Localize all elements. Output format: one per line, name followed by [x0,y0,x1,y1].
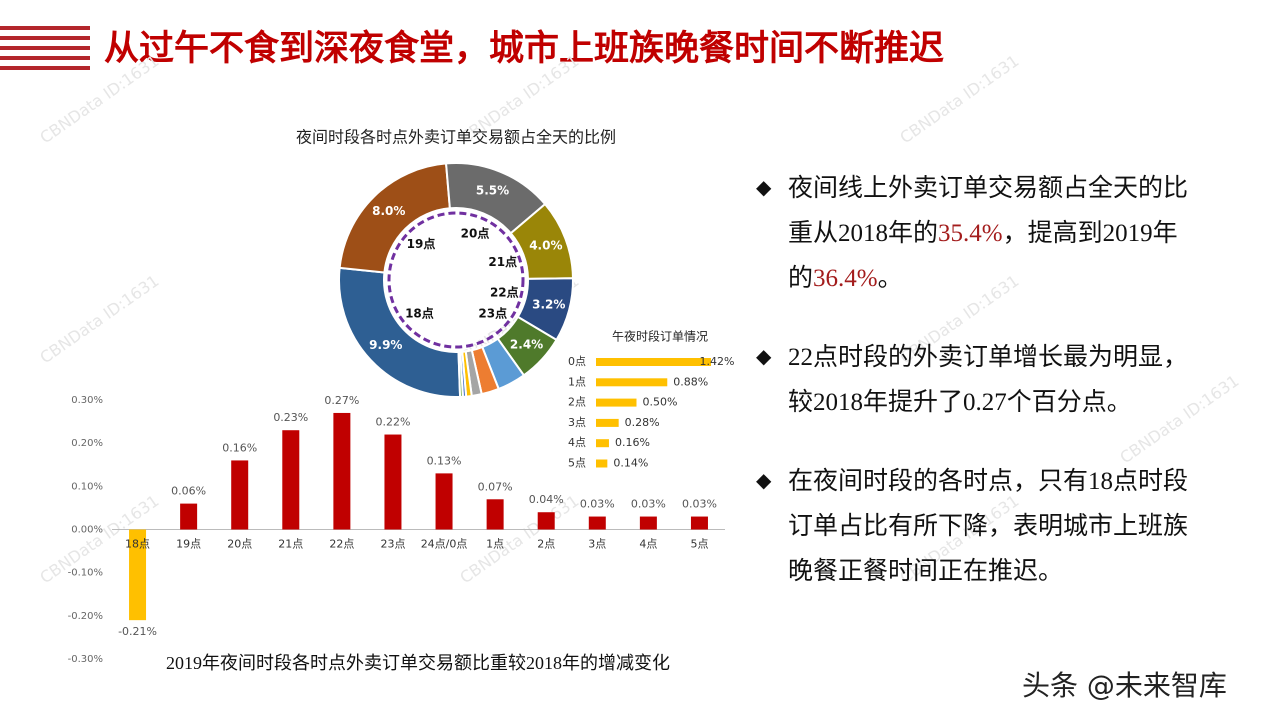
data-label: -0.21% [118,625,157,638]
chart-title: 午夜时段订单情况 [612,329,708,344]
x-tick-label: 4点 [639,538,657,551]
donut-segment [457,350,464,398]
data-label: 1.42% [700,355,735,368]
data-label: 0.14% [613,457,648,470]
bullet-text: 在夜间时段的各时点，只有18点时段订单占比有所下降，表明城市上班族晚餐正餐时间正… [788,468,1189,585]
data-label: 0.03% [682,498,717,511]
inner-ring [387,211,525,349]
data-label: 9.9% [369,338,402,352]
bullet-text: 22点时段的外卖订单增长最为明显，较2018年提升了0.27个百分点。 [788,344,1189,416]
data-label: 0.03% [631,498,666,511]
data-label: 5.5% [476,184,509,198]
data-label: 0.06% [171,485,206,498]
y-tick-label: 0.00% [71,525,103,536]
data-label: 0.04% [529,493,564,506]
bar [231,460,249,530]
watermark: CBNData ID:1631 [36,51,162,147]
x-tick-label: 20点 [227,538,252,551]
header-stripes [0,26,90,70]
bar [596,439,609,448]
bar [596,398,637,407]
x-tick-label: 1点 [486,538,504,551]
bar [129,529,147,621]
bar [282,430,300,530]
x-tick-label: 23点 [380,538,405,551]
category-label: 19点 [407,236,436,251]
bar [180,503,198,530]
data-label: 0.28% [625,416,660,429]
category-label: 23点 [478,305,507,320]
bar [588,516,606,530]
data-label: 0.22% [375,416,410,429]
bar [596,358,711,366]
bullet: 夜间线上外卖订单交易额占全天的比重从2018年的35.4%，提高到2019年的3… [756,166,1196,301]
x-tick-label: 22点 [329,538,354,551]
data-label: 0.88% [673,375,708,388]
page-title: 从过午不食到深夜食堂，城市上班族晚餐时间不断推迟 [104,28,944,69]
category-label: 21点 [488,254,517,269]
bar [435,473,453,530]
data-label: 0.07% [478,480,513,493]
watermark: CBNData ID:1631 [36,271,162,367]
y-tick-label: -0.10% [68,568,103,579]
chart-title: 2019年夜间时段各时点外卖订单交易额比重较2018年的增减变化 [166,653,670,673]
bar [596,418,619,427]
x-tick-label: 21点 [278,538,303,551]
y-tick-label: 5点 [568,457,586,470]
bar [384,434,402,530]
y-tick-label: 3点 [568,416,586,429]
data-label: 4.0% [529,239,562,253]
bar [690,516,708,530]
data-label: 0.50% [642,396,677,409]
y-tick-label: 0.20% [71,438,103,449]
y-tick-label: 4点 [568,436,586,449]
data-label: 0.16% [222,441,257,454]
data-label: 8.0% [372,204,405,218]
bar [537,512,555,530]
category-label: 18点 [405,306,434,321]
y-tick-label: -0.20% [68,611,103,622]
data-label: 3.2% [532,297,565,311]
y-tick-label: 1点 [568,375,586,388]
category-label: 20点 [461,225,490,240]
data-label: 2.4% [510,338,543,352]
bullet-text: 。 [877,265,903,292]
y-tick-label: 0点 [568,355,586,368]
y-tick-label: -0.30% [68,654,103,665]
data-label: 0.23% [273,411,308,424]
bullet-list: 夜间线上外卖订单交易额占全天的比重从2018年的35.4%，提高到2019年的3… [756,166,1196,628]
donut-segment [338,266,462,398]
bullet: 在夜间时段的各时点，只有18点时段订单占比有所下降，表明城市上班族晚餐正餐时间正… [756,459,1196,594]
x-tick-label: 2点 [537,538,555,551]
x-tick-label: 5点 [690,538,708,551]
bar [639,516,657,530]
data-label: 0.27% [324,394,359,407]
bullet-text: 36.4% [813,265,878,292]
y-tick-label: 2点 [568,396,586,409]
bullet: 22点时段的外卖订单增长最为明显，较2018年提升了0.27个百分点。 [756,335,1196,425]
chart-title: 夜间时段各时点外卖订单交易额占全天的比例 [296,128,616,147]
x-tick-label: 19点 [176,538,201,551]
x-tick-label: 3点 [588,538,606,551]
category-label: 22点 [490,284,519,299]
bar [486,499,504,530]
bar [596,378,668,387]
footer: 头条 @未来智库 [1022,669,1227,702]
data-label: 0.03% [580,498,615,511]
y-tick-label: 0.10% [71,481,103,492]
bullet-text: 35.4% [938,220,1003,247]
bullet-text: ，提高到2019年的 [788,220,1178,292]
bar [333,412,351,530]
x-tick-label: 18点 [125,538,150,551]
y-tick-label: 0.30% [71,395,103,406]
data-label: 0.16% [615,436,650,449]
data-label: 0.13% [427,454,462,467]
bar [596,459,608,468]
x-tick-label: 24点/0点 [421,538,468,551]
bullet-text: 夜间线上外卖订单交易额占全天的比重从2018年的 [788,175,1189,247]
